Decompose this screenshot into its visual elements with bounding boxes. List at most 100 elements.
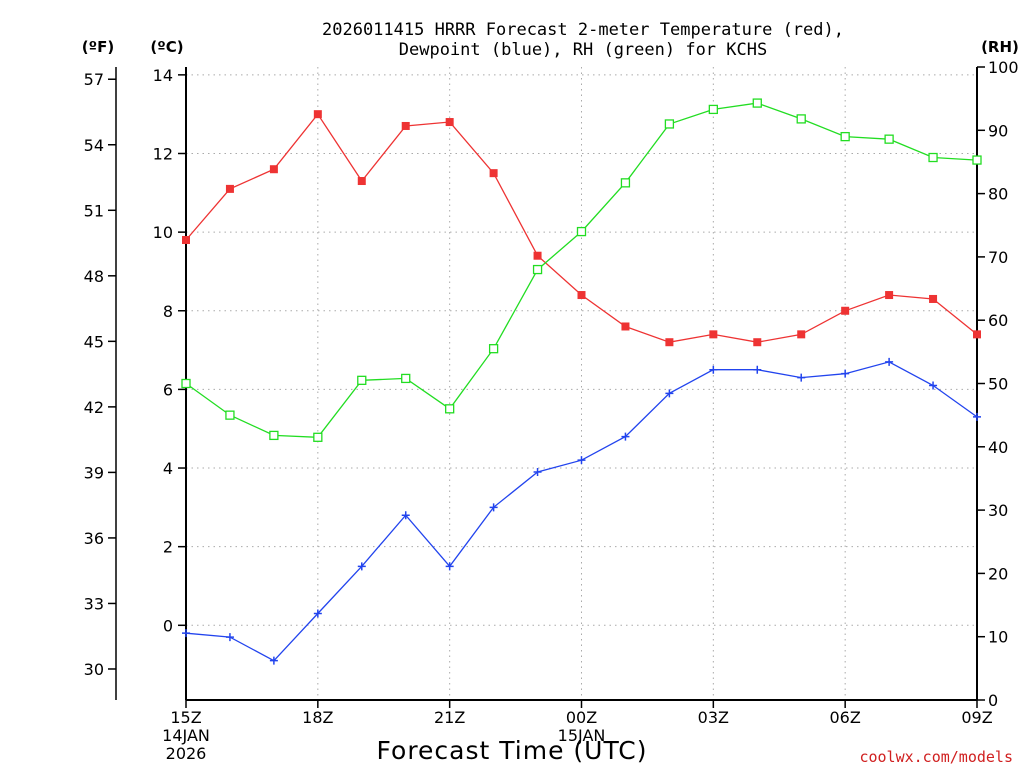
rh-point: [532, 264, 543, 275]
celsius-tick-label: 6: [163, 380, 173, 399]
temperature-point: [973, 330, 981, 339]
fahrenheit-tick-label: 36: [84, 529, 104, 548]
temperature-point: [797, 330, 806, 339]
credit-text: coolwx.com/models: [859, 748, 1013, 766]
celsius-tick-label: 0: [163, 616, 173, 635]
x-tick-label: 00Z: [566, 708, 597, 727]
rh-point: [269, 430, 279, 441]
rh-tick-label: 90: [988, 121, 1008, 140]
fahrenheit-tick-label: 30: [84, 660, 104, 679]
fahrenheit-tick-label: 39: [84, 463, 104, 482]
dewpoint-line: [185, 361, 978, 662]
temperature-point: [929, 294, 938, 303]
temperature-point: [269, 165, 278, 174]
dewpoint-point: [313, 609, 322, 618]
rh-point: [225, 410, 235, 420]
x-tick-label: 06Z: [830, 708, 861, 727]
x-tick-label: 18Z: [302, 708, 333, 727]
rh-tick-label: 50: [988, 375, 1008, 394]
celsius-tick-label: 10: [153, 223, 173, 242]
temperature-point: [841, 306, 850, 315]
fahrenheit-tick-label: 51: [84, 201, 104, 220]
temperature-point: [577, 291, 586, 300]
rh-tick-label: 40: [988, 438, 1008, 457]
temperature-point: [182, 235, 190, 244]
dewpoint-point: [753, 365, 762, 374]
rh-tick-label: 0: [988, 691, 998, 710]
rh-point: [313, 432, 323, 442]
x-tick-sublabel: 2026: [166, 744, 207, 763]
rh-point: [708, 104, 718, 115]
fahrenheit-unit-label: (ºF): [82, 38, 114, 56]
rh-point: [488, 344, 499, 354]
temperature-point: [489, 169, 498, 178]
temperature-point: [445, 118, 454, 127]
celsius-tick-label: 12: [153, 144, 173, 163]
temperature-point: [753, 338, 762, 347]
x-tick-sublabel: 14JAN: [162, 726, 210, 745]
dewpoint-point: [357, 562, 366, 571]
fahrenheit-tick-label: 57: [84, 70, 104, 89]
temperature-point: [885, 291, 894, 300]
fahrenheit-tick-label: 48: [84, 267, 104, 286]
rh-tick-label: 70: [988, 248, 1008, 267]
fahrenheit-tick-label: 42: [84, 398, 104, 417]
rh-unit-label: (RH): [981, 38, 1019, 56]
dewpoint-point: [182, 629, 190, 638]
dewpoint-point: [577, 456, 586, 465]
fahrenheit-tick-label: 54: [84, 136, 104, 155]
rh-tick-label: 80: [988, 185, 1008, 204]
fahrenheit-tick-label: 33: [84, 594, 104, 613]
rh-tick-label: 20: [988, 564, 1008, 583]
rh-point: [445, 404, 455, 414]
celsius-tick-label: 14: [153, 66, 173, 85]
x-tick-label: 09Z: [961, 708, 992, 727]
rh-point: [752, 98, 762, 108]
dewpoint-point: [797, 373, 806, 382]
celsius-unit-label: (ºC): [150, 38, 183, 56]
x-tick-label: 15Z: [170, 708, 201, 727]
x-axis-label: Forecast Time (UTC): [377, 736, 648, 765]
rh-tick-label: 30: [988, 501, 1008, 520]
rh-point: [796, 114, 806, 124]
celsius-tick-label: 2: [163, 538, 173, 557]
rh-point: [401, 373, 411, 384]
temperature-point: [225, 184, 234, 193]
axes: 0 2 4 6 8 10 12 14 30 33 36 39 42 45 48 51 54 57 0 10 20 30 40…: [84, 58, 1019, 763]
rh-point: [928, 152, 938, 163]
celsius-tick-label: 4: [163, 459, 173, 478]
rh-point: [664, 119, 675, 129]
dewpoint-point: [709, 365, 718, 374]
temperature-point: [313, 110, 322, 119]
fahrenheit-tick-label: 45: [84, 332, 104, 351]
temperature-point: [709, 330, 718, 339]
rh-point: [181, 378, 191, 389]
dewpoint-point: [489, 503, 498, 512]
rh-point: [357, 375, 367, 385]
rh-point: [620, 178, 631, 188]
dewpoint-point: [621, 432, 630, 441]
rh-point: [576, 226, 587, 237]
dewpoint-point: [665, 389, 674, 398]
temperature-point: [533, 251, 542, 260]
dewpoint-point: [445, 562, 454, 571]
rh-tick-label: 60: [988, 311, 1008, 330]
temperature-point: [621, 322, 630, 331]
dewpoint-point: [885, 357, 894, 366]
x-tick-sublabel: 15JAN: [558, 726, 606, 745]
rh-point: [972, 155, 982, 165]
rh-point: [884, 134, 894, 144]
temperature-point: [665, 338, 674, 347]
chart-subtitle: Dewpoint (blue), RH (green) for KCHS: [399, 40, 767, 60]
series-group: [181, 98, 982, 665]
chart-title: 2026011415 HRRR Forecast 2-meter Tempera…: [322, 20, 844, 40]
grid-lines: [186, 67, 977, 700]
dewpoint-point: [533, 467, 542, 476]
x-tick-label: 21Z: [434, 708, 465, 727]
dewpoint-point: [269, 656, 278, 665]
dewpoint-point: [841, 369, 850, 378]
rh-tick-label: 10: [988, 628, 1008, 647]
x-tick-label: 03Z: [698, 708, 729, 727]
rh-tick-label: 100: [988, 58, 1019, 77]
